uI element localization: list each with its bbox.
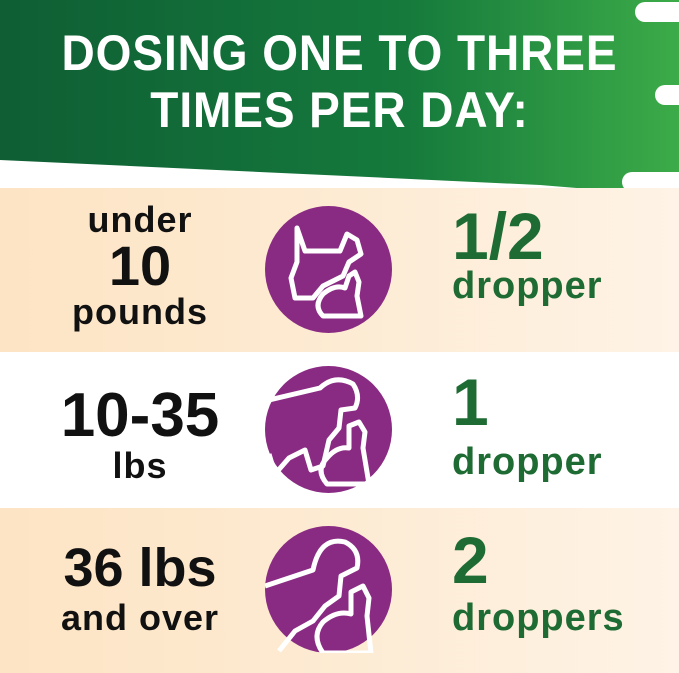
banner-title-line-2: TIMES PER DAY: xyxy=(150,82,529,138)
weight-value: 10 xyxy=(108,234,172,297)
weight-value: 36 lbs xyxy=(63,538,217,598)
dose-amount: 1 xyxy=(452,365,489,439)
weight-prefix: under xyxy=(87,199,193,240)
banner-title-line-1: DOSING ONE TO THREE xyxy=(61,25,618,81)
weight-unit: lbs xyxy=(112,445,168,486)
small-dog-and-cat-icon xyxy=(265,206,392,333)
weight-value: 10-35 xyxy=(60,381,220,450)
dose-amount: 2 xyxy=(452,523,489,597)
large-dog-and-cat-icon xyxy=(265,526,392,653)
dose-unit: droppers xyxy=(452,597,625,639)
dose-amount: 1/2 xyxy=(452,199,544,273)
dose-unit: dropper xyxy=(452,265,603,307)
weight-unit: pounds xyxy=(72,291,208,332)
weight-unit: and over xyxy=(60,597,220,638)
dosage-row-3: 36 lbs and over 2 droppers xyxy=(0,508,679,673)
dose-unit: dropper xyxy=(452,441,603,483)
medium-dog-and-cat-icon xyxy=(265,366,392,493)
dosage-row-1: under 10 pounds 1/2 dropper xyxy=(0,188,679,352)
header-banner xyxy=(0,0,679,195)
dosage-row-2: 10-35 lbs 1 dropper xyxy=(0,352,679,508)
